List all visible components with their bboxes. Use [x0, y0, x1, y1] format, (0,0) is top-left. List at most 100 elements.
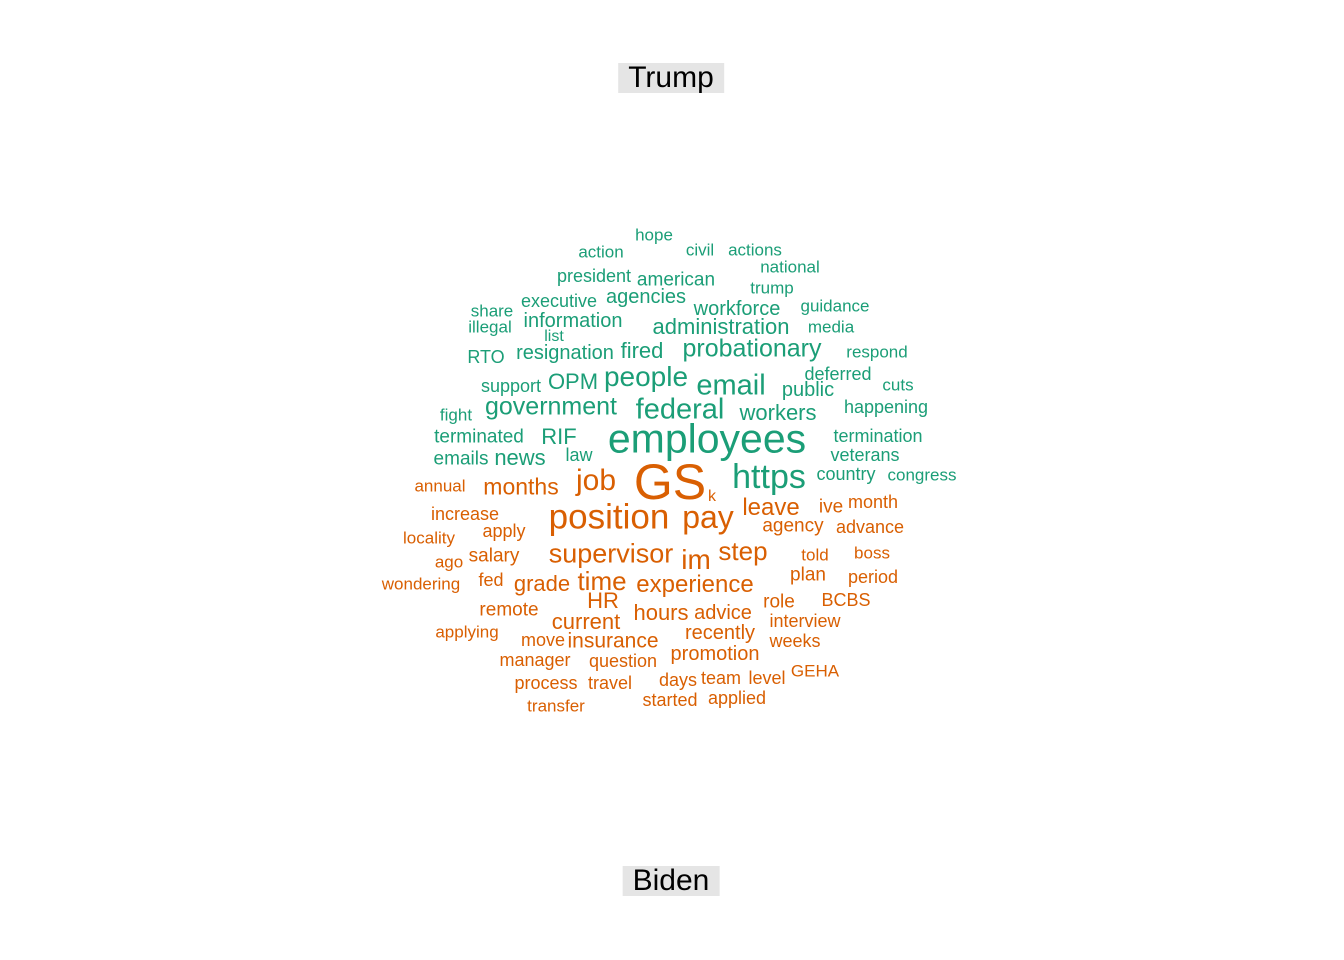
biden-word-plan: plan	[790, 564, 826, 586]
biden-word-supervisor: supervisor	[548, 538, 674, 569]
trump-word-respond: respond	[846, 342, 908, 362]
trump-word-information: information	[523, 310, 623, 332]
trump-word-media: media	[807, 317, 855, 337]
trump-word-president: president	[556, 266, 632, 286]
biden-word-interview: interview	[769, 611, 841, 631]
trump-word-congress: congress	[887, 465, 957, 485]
trump-word-government: government	[484, 392, 618, 421]
trump-word-opm: OPM	[547, 369, 599, 394]
biden-word-manager: manager	[499, 650, 571, 670]
trump-word-actions: actions	[728, 240, 782, 260]
biden-word-advice: advice	[694, 602, 752, 624]
biden-word-job: job	[575, 464, 617, 497]
biden-word-question: question	[588, 651, 658, 671]
trump-word-list: list	[544, 328, 564, 345]
trump-word-https: https	[732, 458, 806, 496]
biden-word-applying: applying	[435, 622, 499, 642]
trump-word-administration: administration	[652, 314, 790, 339]
trump-word-federal: federal	[635, 393, 725, 426]
trump-word-employees: employees	[607, 415, 807, 462]
trump-word-news: news	[494, 445, 546, 470]
trump-word-deferred: deferred	[804, 364, 872, 384]
trump-word-share: share	[470, 301, 514, 321]
trump-word-trump: trump	[750, 278, 794, 298]
biden-word-grade: grade	[513, 571, 571, 596]
trump-word-people: people	[603, 361, 689, 392]
biden-word-gs: GS	[633, 454, 707, 510]
trump-word-agencies: agencies	[605, 286, 687, 308]
trump-word-public: public	[781, 379, 835, 401]
trump-word-terminated: terminated	[434, 426, 524, 448]
trump-word-guidance: guidance	[800, 296, 870, 316]
biden-word-days: days	[658, 670, 698, 690]
biden-word-im: im	[681, 544, 711, 575]
biden-word-ive: ive	[818, 496, 844, 518]
trump-word-happening: happening	[843, 397, 929, 417]
trump-word-resignation: resignation	[516, 342, 614, 364]
trump-word-workforce: workforce	[693, 298, 781, 320]
biden-word-told: told	[801, 545, 829, 565]
trump-word-emails: emails	[433, 448, 489, 470]
trump-word-rto: RTO	[467, 347, 505, 367]
biden-word-travel: travel	[587, 673, 633, 693]
biden-word-months: months	[483, 473, 559, 500]
biden-word-boss: boss	[854, 543, 890, 563]
trump-word-national: national	[760, 257, 820, 277]
biden-word-started: started	[642, 690, 698, 710]
biden-word-pay: pay	[682, 499, 734, 535]
biden-word-current: current	[551, 609, 621, 634]
biden-word-level: level	[748, 668, 786, 688]
biden-word-step: step	[718, 536, 768, 566]
biden-word-transfer: transfer	[527, 696, 585, 716]
biden-word-remote: remote	[479, 599, 539, 621]
trump-word-illegal: illegal	[468, 317, 512, 337]
trump-word-workers: workers	[739, 400, 817, 425]
biden-word-role: role	[763, 591, 795, 613]
biden-word-bcbs: BCBS	[821, 590, 871, 610]
biden-word-team: team	[700, 668, 742, 688]
biden-word-month: month	[847, 492, 899, 512]
biden-word-increase: increase	[430, 504, 500, 524]
biden-word-annual: annual	[414, 476, 466, 496]
biden-word-k: k	[708, 488, 716, 505]
biden-word-period: period	[847, 567, 899, 587]
trump-word-law: law	[565, 445, 593, 465]
biden-word-move: move	[520, 630, 566, 650]
biden-word-advance: advance	[835, 517, 905, 537]
trump-label: Trump	[618, 63, 724, 93]
biden-word-insurance: insurance	[567, 629, 659, 653]
biden-word-time: time	[577, 566, 627, 596]
trump-word-hope: hope	[635, 225, 673, 245]
biden-word-agency: agency	[762, 515, 824, 537]
trump-word-american: american	[636, 269, 716, 291]
biden-word-locality: locality	[403, 528, 455, 548]
biden-label: Biden	[622, 866, 720, 896]
trump-word-veterans: veterans	[830, 445, 900, 465]
biden-word-hr: HR	[587, 588, 619, 613]
biden-word-fed: fed	[478, 570, 504, 590]
biden-word-ago: ago	[434, 552, 464, 572]
biden-word-leave: leave	[742, 494, 800, 521]
biden-word-applied: applied	[707, 688, 767, 708]
trump-word-country: country	[816, 464, 876, 484]
trump-word-cuts: cuts	[882, 375, 914, 395]
biden-word-position: position	[548, 497, 670, 537]
biden-word-geha: GEHA	[790, 661, 840, 681]
biden-word-wondering: wondering	[381, 574, 461, 594]
trump-word-fired: fired	[620, 338, 664, 363]
trump-word-rif: RIF	[541, 424, 577, 449]
biden-word-weeks: weeks	[769, 631, 821, 651]
biden-word-process: process	[514, 673, 578, 693]
trump-word-termination: termination	[833, 426, 923, 446]
trump-word-fight: fight	[439, 405, 473, 425]
biden-word-apply: apply	[482, 521, 526, 541]
trump-word-executive: executive	[520, 291, 598, 311]
biden-word-salary: salary	[468, 545, 520, 567]
trump-word-action: action	[578, 242, 624, 262]
biden-word-experience: experience	[636, 571, 754, 598]
trump-word-email: email	[696, 369, 766, 402]
biden-word-promotion: promotion	[670, 643, 760, 665]
biden-word-hours: hours	[633, 600, 689, 625]
trump-word-civil: civil	[685, 240, 715, 260]
